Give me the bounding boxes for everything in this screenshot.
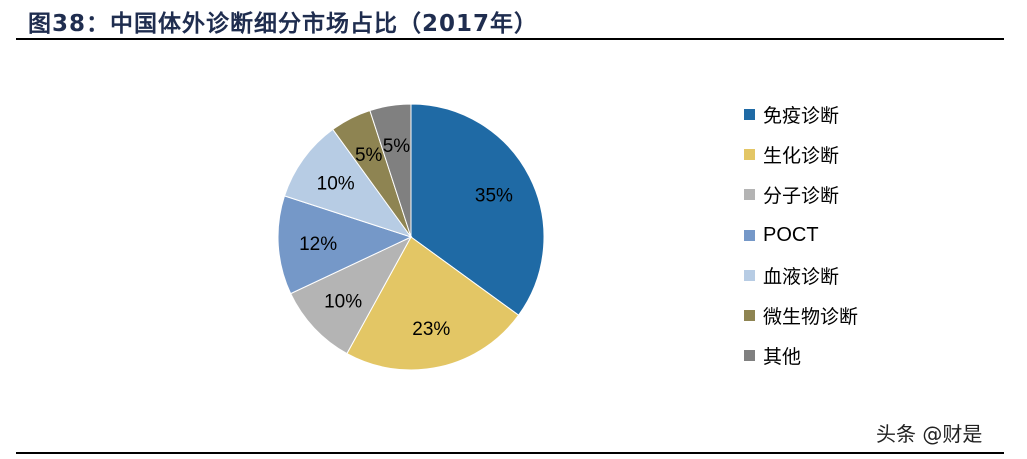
legend-item-blood: 血液诊断 bbox=[744, 255, 858, 295]
legend: 免疫诊断 生化诊断 分子诊断 POCT 血液诊断 微生物诊断 其他 bbox=[744, 94, 858, 376]
legend-item-other: 其他 bbox=[744, 336, 858, 376]
title-divider bbox=[16, 38, 1004, 40]
legend-swatch bbox=[744, 350, 755, 362]
legend-swatch bbox=[744, 189, 755, 201]
legend-label: 其他 bbox=[763, 346, 802, 369]
bottom-divider bbox=[16, 452, 1004, 454]
legend-item-microbio: 微生物诊断 bbox=[744, 295, 858, 335]
legend-label: 血液诊断 bbox=[763, 265, 840, 288]
legend-label: 免疫诊断 bbox=[763, 104, 840, 127]
slice-value-label: 35% bbox=[475, 186, 513, 207]
pie-slice-labels: 35%23%10%12%10%5% 5% bbox=[299, 136, 513, 340]
legend-swatch bbox=[744, 310, 755, 322]
legend-swatch bbox=[744, 269, 755, 281]
slice-value-label: 10% bbox=[317, 173, 355, 194]
pie-slice bbox=[283, 128, 413, 238]
slice-value-label: 10% bbox=[324, 292, 362, 313]
legend-item-poct: POCT bbox=[744, 215, 858, 255]
legend-swatch bbox=[744, 148, 755, 160]
pie-slice bbox=[410, 103, 545, 316]
slice-value-label: 12% bbox=[299, 234, 337, 255]
pie-slice bbox=[346, 236, 520, 371]
legend-item-immuno: 免疫诊断 bbox=[744, 94, 858, 134]
slice-value-label: 23% bbox=[412, 319, 450, 340]
legend-label: 生化诊断 bbox=[763, 144, 840, 167]
legend-label: POCT bbox=[763, 223, 819, 246]
legend-swatch bbox=[744, 229, 755, 241]
legend-item-molecular: 分子诊断 bbox=[744, 175, 858, 215]
slice-value-label: 5% bbox=[383, 136, 411, 157]
legend-item-biochem: 生化诊断 bbox=[744, 134, 858, 174]
chart-title: 图38：中国体外诊断细分市场占比（2017年） bbox=[28, 11, 539, 37]
legend-label: 微生物诊断 bbox=[763, 306, 859, 329]
legend-label: 分子诊断 bbox=[763, 185, 840, 208]
watermark: 头条 @财是 bbox=[876, 422, 983, 446]
pie-slices bbox=[277, 103, 545, 371]
pie-slice bbox=[277, 195, 413, 295]
slice-value-label: 5% bbox=[355, 145, 383, 166]
pie-slice bbox=[289, 235, 413, 355]
pie-slice bbox=[369, 103, 412, 238]
legend-swatch bbox=[744, 108, 755, 120]
